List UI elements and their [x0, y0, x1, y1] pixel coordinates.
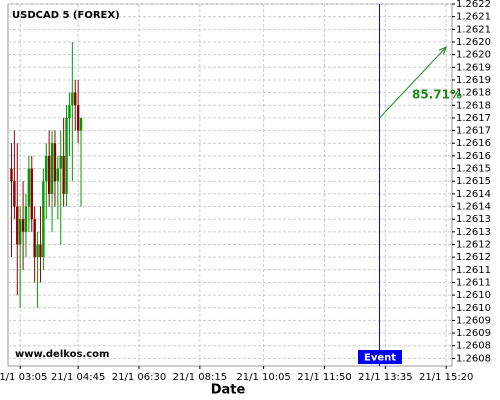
- candle-body: [27, 168, 31, 207]
- y-tick-label: 1.2621: [456, 12, 491, 23]
- candle-body: [24, 206, 28, 232]
- candle-body: [50, 143, 54, 194]
- y-tick-label: 1.2613: [456, 227, 491, 238]
- candle-body: [62, 155, 65, 194]
- candle-body: [74, 92, 77, 106]
- x-tick-label: 21/1 06:30: [112, 372, 166, 383]
- candle-body: [47, 155, 51, 194]
- candle-body: [13, 181, 16, 207]
- y-tick-label: 1.2615: [456, 176, 491, 187]
- y-tick-label: 1.2620: [456, 50, 491, 61]
- y-tick-label: 1.2611: [456, 265, 491, 276]
- candle-body: [76, 105, 80, 131]
- y-tick-label: 1.2610: [456, 290, 491, 301]
- y-tick-label: 1.2612: [456, 252, 491, 263]
- candle-body: [42, 181, 45, 258]
- y-tick-label: 1.2622: [456, 0, 491, 10]
- y-tick-label: 1.2616: [456, 151, 491, 162]
- y-tick-label: 1.2614: [456, 189, 491, 200]
- y-tick-label: 1.2617: [456, 126, 491, 137]
- y-tick-label: 1.2612: [456, 239, 491, 250]
- plot-area: [7, 3, 453, 367]
- y-tick-label: 1.2618: [456, 100, 491, 111]
- forecast-arrow: [379, 46, 447, 119]
- candle-body: [18, 219, 22, 245]
- x-axis-title: Date: [211, 383, 246, 398]
- watermark: www.delkos.com: [15, 349, 109, 360]
- forecast-label: 85.71%: [412, 88, 462, 102]
- y-tick-label: 1.2617: [456, 113, 491, 124]
- x-tick-label: 21/1 11:50: [297, 372, 351, 383]
- y-tick-label: 1.2619: [456, 62, 491, 73]
- candle-body: [68, 105, 71, 118]
- chart-title: USDCAD 5 (FOREX): [12, 10, 120, 21]
- y-tick-label: 1.2610: [456, 303, 491, 314]
- candle-body: [16, 206, 19, 245]
- candle-body: [30, 168, 33, 220]
- candle-body: [45, 155, 48, 182]
- x-tick-label: 21/1 13:35: [358, 372, 412, 383]
- y-tick-label: 1.2608: [456, 353, 491, 364]
- y-tick-label: 1.2615: [456, 164, 491, 175]
- y-tick-label: 1.2611: [456, 277, 491, 288]
- y-tick-label: 1.2621: [456, 24, 491, 35]
- y-tick-label: 1.2618: [456, 88, 491, 99]
- y-tick-label: 1.2608: [456, 341, 491, 352]
- y-tick-label: 1.2620: [456, 37, 491, 48]
- candle-body: [79, 117, 83, 131]
- candle-body: [71, 92, 74, 106]
- candle-body: [39, 244, 42, 258]
- event-label-box: [358, 350, 402, 364]
- x-tick-label: 21/1 15:20: [419, 372, 473, 383]
- candle-body: [33, 219, 36, 258]
- arrow-head: [438, 46, 448, 55]
- x-tick-label: 21/1 03:05: [0, 372, 47, 383]
- y-tick-label: 1.2609: [456, 328, 491, 339]
- candle-body: [56, 168, 60, 182]
- y-tick-label: 1.2609: [456, 315, 491, 326]
- y-tick-label: 1.2613: [456, 214, 491, 225]
- candle-body: [59, 155, 62, 169]
- y-tick-label: 1.2616: [456, 138, 491, 149]
- event-label: Event: [364, 353, 396, 364]
- y-tick-label: 1.2614: [456, 202, 491, 213]
- candle-body: [36, 244, 39, 258]
- x-tick-label: 21/1 08:15: [173, 372, 227, 383]
- candle-body: [53, 143, 57, 182]
- y-tick-label: 1.2619: [456, 75, 491, 86]
- candle-body: [10, 168, 13, 182]
- candle-body: [65, 117, 68, 194]
- x-tick-label: 21/1 04:45: [51, 372, 105, 383]
- candle-body: [21, 219, 25, 232]
- x-tick-label: 21/1 10:05: [236, 372, 290, 383]
